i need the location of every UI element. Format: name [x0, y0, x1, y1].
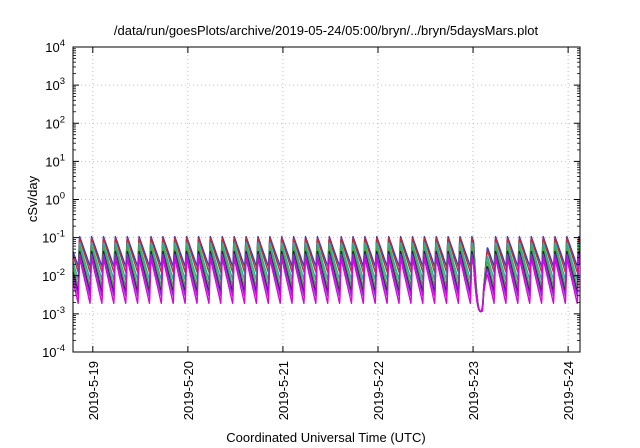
series-line — [72, 257, 581, 313]
y-tick-label: 10-4 — [42, 343, 65, 360]
x-tick-label: 2019-5-20 — [181, 361, 196, 420]
chart-title: /data/run/goesPlots/archive/2019-05-24/0… — [114, 23, 539, 38]
series-line — [72, 242, 581, 313]
x-tick-label: 2019-5-19 — [86, 361, 101, 420]
y-tick-label: 101 — [45, 152, 65, 169]
series-line — [72, 246, 581, 313]
series-line — [72, 253, 581, 312]
y-tick-label: 103 — [45, 76, 65, 93]
y-axis: 10-4 10-3 10-2 10-1 100 101 102 103 104 — [42, 38, 580, 360]
x-tick-label: 2019-5-21 — [276, 361, 291, 420]
x-tick-label: 2019-5-22 — [371, 361, 386, 420]
y-tick-label: 102 — [45, 114, 65, 131]
y-axis-label: cSv/day — [25, 175, 40, 222]
x-axis: 2019-5-19 2019-5-20 2019-5-21 2019-5-22 2019… — [86, 47, 576, 420]
y-tick-label: 10-2 — [42, 267, 65, 284]
y-tick-label: 10-3 — [42, 305, 65, 322]
y-tick-label: 100 — [45, 191, 65, 208]
x-axis-label: Coordinated Universal Time (UTC) — [226, 430, 425, 445]
series-line — [72, 250, 581, 313]
y-tick-label: 10-1 — [42, 229, 65, 246]
x-tick-label: 2019-5-24 — [561, 361, 576, 420]
y-tick-label: 104 — [45, 38, 65, 55]
series-line — [72, 237, 581, 313]
series-layer — [72, 235, 581, 313]
x-tick-label: 2019-5-23 — [466, 361, 481, 420]
